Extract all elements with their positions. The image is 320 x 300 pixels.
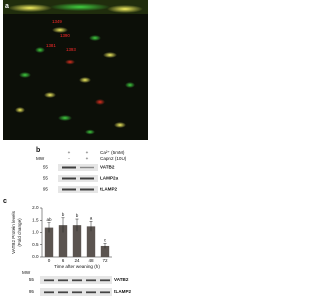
mw-label: 95 [29, 289, 35, 294]
treatment-sign: + [86, 150, 89, 155]
error-bar [47, 222, 51, 233]
treatment-name: Ca²⁺ (5mM) [100, 150, 125, 155]
error-bar [103, 243, 107, 249]
mw-header: MW [22, 270, 31, 275]
gel-image [3, 0, 148, 140]
blot-label: tLAMP2 [114, 289, 132, 294]
bar [72, 225, 82, 257]
treatment-sign: + [68, 150, 71, 155]
band [44, 279, 54, 282]
y-tick-label: 1.0 [32, 230, 39, 235]
significance-label: b [62, 212, 65, 217]
band [72, 279, 82, 282]
y-tick-label: 0.5 [32, 242, 39, 247]
y-tick-label: 0.0 [32, 254, 39, 259]
x-tick-label: 48 [88, 258, 94, 263]
x-tick-label: 24 [74, 258, 80, 263]
blot-label: VATB2 [100, 165, 115, 170]
mw-header: MW [36, 156, 45, 161]
panel-label: a [5, 3, 9, 10]
blot-label: tLAMP2 [100, 187, 118, 192]
blot-bands [40, 164, 112, 296]
x-tick-label: 72 [102, 258, 108, 263]
y-axis-label: VATB2 Protein levels [11, 210, 16, 253]
y-tick-label: 2.0 [32, 205, 39, 210]
mw-label: 95 [43, 187, 49, 192]
band [86, 279, 96, 282]
treatment-sign: + [86, 156, 89, 161]
panel-label: b [36, 147, 40, 154]
blot-label: VATB2 [114, 277, 129, 282]
bar [58, 225, 68, 257]
band [100, 279, 110, 282]
bar [86, 226, 96, 257]
spot-label: 1393 [66, 47, 76, 52]
treatment-sign: - [68, 156, 70, 161]
spot-label: 1381 [46, 43, 56, 48]
spot-label: 1349 [52, 19, 62, 24]
x-axis-label: Time after weaning (h) [54, 264, 100, 269]
band [58, 279, 68, 282]
band [86, 291, 96, 294]
significance-label: ab [46, 217, 52, 222]
band [72, 291, 82, 294]
treatment-name: Capn2 (10U) [100, 156, 127, 161]
y-axis-label: (Fold change) [17, 218, 22, 247]
mw-label: 55 [43, 165, 49, 170]
error-bar [75, 218, 79, 232]
blot-label: LAMP2a [100, 176, 119, 181]
band [100, 291, 110, 294]
mw-label: 55 [29, 277, 35, 282]
bar [100, 245, 110, 257]
panel-label: c [3, 198, 7, 205]
mw-label: 55 [43, 176, 49, 181]
band [58, 291, 68, 294]
x-tick-label: 6 [62, 258, 65, 263]
spot-label: 1390 [60, 33, 70, 38]
x-tick-label: 0 [48, 258, 51, 263]
significance-label: a [90, 216, 93, 221]
significance-label: c [104, 238, 107, 243]
y-tick-label: 1.5 [32, 217, 39, 222]
significance-label: b [76, 213, 79, 218]
error-bar [89, 221, 93, 232]
bar [44, 227, 54, 257]
band [44, 291, 54, 294]
error-bar [61, 217, 65, 233]
